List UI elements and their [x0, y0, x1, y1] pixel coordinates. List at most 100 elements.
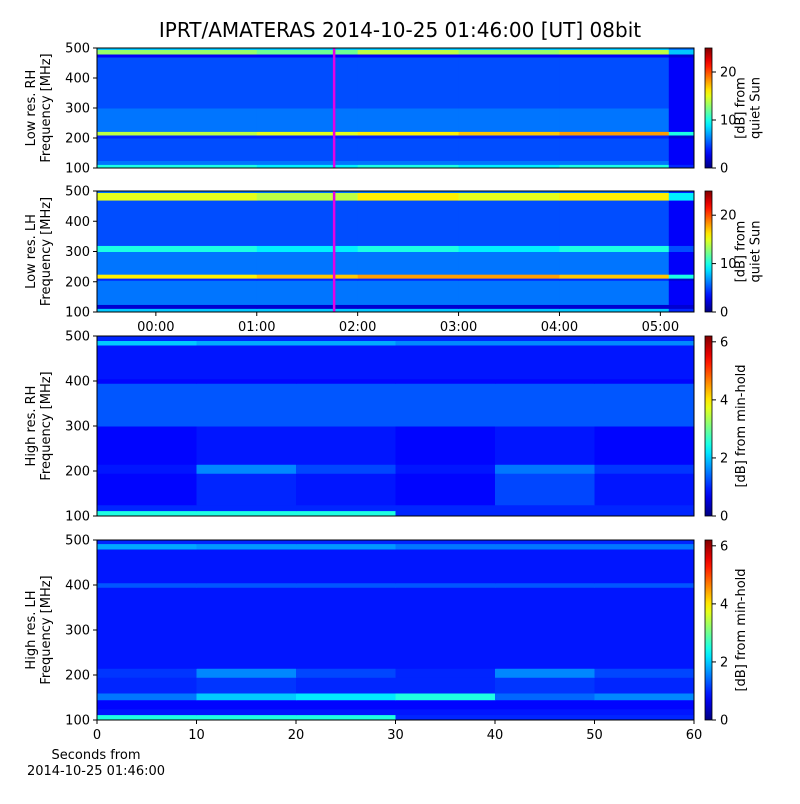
x-tick-label: 04:00 — [541, 320, 578, 335]
heatmap-cell — [458, 274, 560, 279]
heatmap-cell — [357, 200, 460, 246]
heatmap-cell — [196, 464, 297, 474]
y-tick-label: 100 — [65, 162, 90, 177]
heatmap-cell — [97, 48, 258, 50]
y-tick-label: 100 — [65, 306, 90, 321]
heatmap-cell — [196, 549, 297, 584]
colorbar-label: quiet Sun — [749, 220, 764, 282]
heatmap-cell — [395, 345, 496, 380]
heatmap-cell — [97, 191, 258, 194]
heatmap-cell — [196, 540, 297, 545]
heatmap-cell — [296, 549, 396, 584]
heatmap-cell — [296, 464, 396, 474]
heatmap-cell — [395, 543, 496, 550]
heatmap-cell — [97, 699, 197, 710]
heatmap-cell — [458, 138, 560, 161]
heatmap-cell — [594, 340, 695, 346]
heatmap-cell — [357, 49, 460, 55]
x-axis-label: 2014-10-25 01:46:00 — [27, 764, 165, 779]
heatmap-cell — [668, 278, 695, 281]
heatmap-cell — [97, 383, 197, 427]
heatmap-cell — [357, 138, 460, 161]
colorbar-tick-label: 0 — [720, 306, 728, 321]
heatmap-cell — [559, 49, 670, 55]
heatmap-cell — [458, 304, 560, 309]
x-tick-label: 02:00 — [339, 320, 376, 335]
heatmap-cell — [97, 543, 197, 550]
heatmap-cell — [296, 540, 396, 545]
y-tick-label: 300 — [65, 420, 90, 435]
heatmap-cell — [594, 510, 695, 517]
heatmap-cell — [395, 699, 496, 710]
heatmap-cell — [97, 251, 258, 275]
y-tick-label: 400 — [65, 72, 90, 87]
heatmap-cell — [559, 138, 670, 161]
heatmap-cell — [594, 383, 695, 427]
heatmap-cell — [668, 57, 695, 109]
heatmap-cell — [495, 714, 595, 721]
heatmap-cell — [668, 245, 695, 252]
heatmap-cell — [296, 699, 396, 710]
heatmap-cell — [296, 504, 396, 512]
heatmap-cell — [296, 677, 396, 694]
heatmap-cell — [395, 708, 496, 716]
colorbar-tick-label: 20 — [720, 209, 737, 224]
heatmap-cell — [97, 274, 258, 279]
y-tick-label: 500 — [65, 330, 90, 345]
heatmap-cell — [357, 131, 460, 136]
colorbar-tick-label: 4 — [720, 597, 728, 612]
colorbar-tick-label: 20 — [720, 66, 737, 81]
heatmap-cell — [256, 57, 359, 109]
heatmap-cell — [395, 378, 496, 384]
heatmap-cell — [395, 668, 496, 678]
heatmap-cell — [668, 48, 695, 50]
heatmap-cell — [495, 668, 595, 678]
heatmap-cell — [296, 668, 396, 678]
heatmap-cell — [97, 278, 258, 281]
y-tick-label: 500 — [65, 185, 90, 200]
heatmap-cell — [357, 191, 460, 194]
y-tick-label: 400 — [65, 375, 90, 390]
heatmap-cell — [256, 49, 359, 55]
colorbar-label: [dB] from min-hold — [734, 568, 749, 691]
heatmap-cell — [495, 677, 595, 694]
heatmap-cell — [296, 708, 396, 716]
heatmap-cell — [296, 693, 396, 701]
heatmap-cell — [357, 251, 460, 275]
heatmap-cell — [559, 48, 670, 50]
colorbar — [704, 539, 713, 721]
y-tick-label: 100 — [65, 714, 90, 729]
x-tick-label: 10 — [188, 728, 205, 743]
y-axis-label: Frequency [MHz] — [39, 575, 54, 684]
heatmap-cell — [296, 378, 396, 384]
heatmap-cell — [559, 191, 670, 194]
heatmap-cell — [395, 504, 496, 512]
x-tick-label: 40 — [487, 728, 504, 743]
y-axis-label: Frequency [MHz] — [39, 197, 54, 306]
heatmap-cell — [97, 426, 197, 465]
y-tick-label: 300 — [65, 102, 90, 117]
heatmap-cell — [357, 135, 460, 139]
heatmap-cell — [256, 251, 359, 275]
heatmap-cell — [97, 164, 258, 169]
heatmap-cell — [256, 200, 359, 246]
heatmap-cell — [196, 336, 297, 341]
heatmap-cell — [559, 304, 670, 309]
colorbar-tick-label: 4 — [720, 393, 728, 408]
heatmap-cell — [668, 108, 695, 132]
heatmap-cell — [668, 200, 695, 246]
heatmap-cell — [668, 135, 695, 139]
heatmap-cell — [495, 693, 595, 701]
heatmap-cell — [395, 340, 496, 346]
x-tick-label: 50 — [586, 728, 603, 743]
heatmap-cell — [97, 587, 197, 669]
heatmap-cell — [559, 135, 670, 139]
heatmap-cell — [256, 135, 359, 139]
heatmap-cell — [256, 54, 359, 58]
heatmap-cell — [458, 54, 560, 58]
y-axis-label: Low res. LH — [24, 214, 39, 289]
heatmap-cell — [196, 677, 297, 694]
heatmap-cell — [97, 308, 258, 313]
y-axis-label: Low res. RH — [24, 70, 39, 147]
heatmap-cell — [97, 668, 197, 678]
